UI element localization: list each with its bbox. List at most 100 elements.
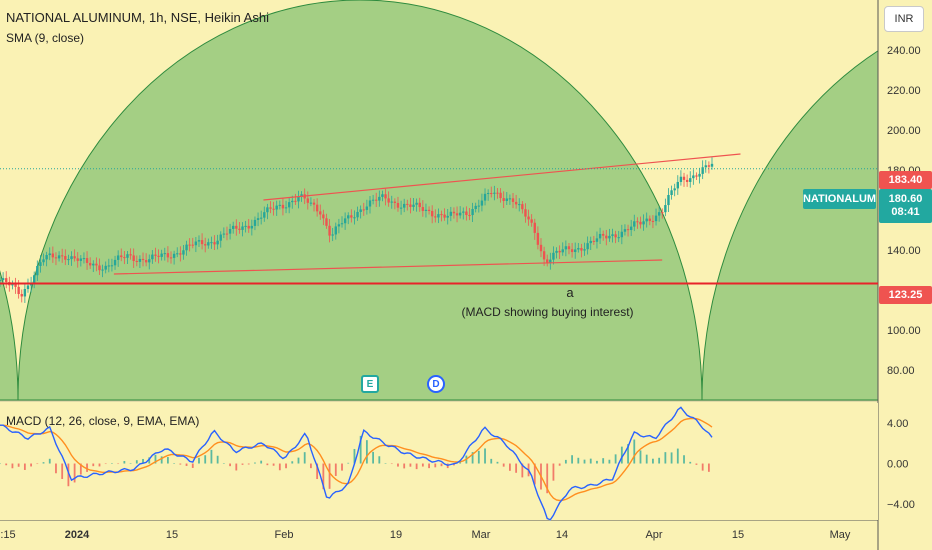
macd-indicator-label[interactable]: MACD (12, 26, close, 9, EMA, EMA) [6, 414, 200, 428]
macd-histogram-bar [23, 463, 26, 470]
candle-body [381, 194, 384, 197]
macd-histogram-bar [415, 463, 418, 470]
macd-histogram-bar [670, 452, 673, 464]
candle-body [154, 254, 157, 256]
candle-body [692, 175, 695, 179]
dividend-event-icon[interactable]: D [427, 375, 445, 393]
macd-histogram-bar [11, 463, 14, 469]
candle-body [160, 253, 163, 257]
macd-histogram-bar [521, 463, 524, 478]
macd-histogram-bar [297, 457, 300, 464]
macd-histogram-bar [434, 463, 437, 468]
candle-body [393, 201, 397, 203]
candle-body [577, 248, 580, 250]
macd-histogram-bar [558, 463, 561, 466]
macd-histogram-bar [645, 454, 648, 464]
time-tick-label: 14 [556, 529, 568, 541]
point-annotation[interactable]: a [566, 285, 574, 300]
macd-histogram-bar [266, 463, 269, 466]
chart-title[interactable]: NATIONAL ALUMINUM, 1h, NSE, Heikin Ashi [6, 10, 269, 25]
candle-body [39, 262, 42, 266]
macd-histogram-bar [5, 463, 8, 466]
macd-histogram-bar [695, 463, 698, 465]
macd-histogram-bar [198, 457, 200, 464]
macd-histogram-bar [384, 463, 387, 464]
sma-indicator-label[interactable]: SMA (9, close) [6, 31, 85, 45]
macd-histogram-bar [453, 463, 455, 466]
candle-body [589, 240, 592, 244]
macd-histogram-bar [490, 458, 493, 464]
macd-histogram-bar [129, 463, 132, 464]
upper-trendline[interactable] [263, 153, 741, 201]
macd-histogram-bar [291, 461, 294, 464]
candle-body [701, 167, 704, 174]
candle-body [617, 237, 620, 239]
candle-body [275, 205, 278, 210]
price-tick-label: 80.00 [887, 365, 915, 377]
macd-histogram-bar [583, 459, 586, 464]
candle-body [169, 257, 173, 259]
time-tick-label: Apr [645, 529, 662, 541]
candle-body [340, 223, 344, 225]
macd-histogram-bar [546, 463, 549, 494]
candle-body [648, 218, 652, 221]
candle-body [505, 198, 508, 201]
macd-histogram-bar [92, 463, 95, 467]
macd-tick-label: −4.00 [887, 499, 915, 511]
macd-histogram-bar [496, 461, 499, 464]
macd-histogram-bar [204, 455, 207, 464]
candle-body [620, 231, 624, 238]
candle-body [511, 198, 515, 202]
macd-histogram-bar [658, 457, 661, 464]
candle-body [474, 205, 477, 209]
lower-trendline[interactable] [113, 259, 663, 275]
time-tick-label: 2024 [65, 529, 90, 541]
candle-body [51, 253, 55, 258]
candle-body [325, 218, 328, 226]
candle-body [356, 211, 359, 218]
candle-body [101, 269, 104, 271]
candle-body [676, 181, 679, 189]
macd-histogram-bar [0, 463, 1, 465]
candle-body [549, 259, 552, 263]
time-tick-label: 19 [390, 529, 402, 541]
candle-body [365, 206, 369, 210]
candle-body [409, 204, 412, 207]
candle-body [222, 233, 226, 235]
candle-body [362, 209, 365, 211]
candle-body [384, 194, 387, 199]
macd-annotation[interactable]: (MACD showing buying interest) [461, 305, 634, 319]
candle-body [670, 190, 673, 195]
candle-body [5, 278, 8, 283]
candle-body [45, 255, 48, 260]
macd-histogram-bar [459, 462, 462, 464]
candle-body [567, 246, 571, 250]
candle-body [244, 225, 247, 227]
candle-body [278, 204, 282, 206]
candle-body [185, 244, 188, 251]
currency-button[interactable]: INR [884, 6, 924, 32]
candle-body [315, 204, 319, 212]
candle-body [608, 235, 611, 239]
macd-histogram-bar [347, 462, 350, 464]
candle-body [204, 244, 207, 246]
macd-histogram-bar [86, 463, 88, 472]
candle-body [166, 253, 170, 258]
candle-body [601, 233, 605, 236]
candle-body [458, 212, 462, 216]
candle-body [536, 232, 540, 245]
trendlines[interactable] [0, 153, 878, 285]
bar-countdown: 08:41 [891, 206, 920, 218]
candle-body [455, 213, 459, 216]
earnings-event-icon[interactable]: E [361, 375, 379, 393]
price-tick-label: 240.00 [887, 45, 921, 57]
macd-histogram-bar [602, 458, 605, 464]
candle-body [247, 225, 250, 229]
candle-body [259, 217, 263, 219]
candle-body [527, 216, 530, 220]
candle-body [415, 202, 418, 205]
macd-histogram-bar [123, 461, 126, 464]
candle-body [216, 240, 219, 245]
